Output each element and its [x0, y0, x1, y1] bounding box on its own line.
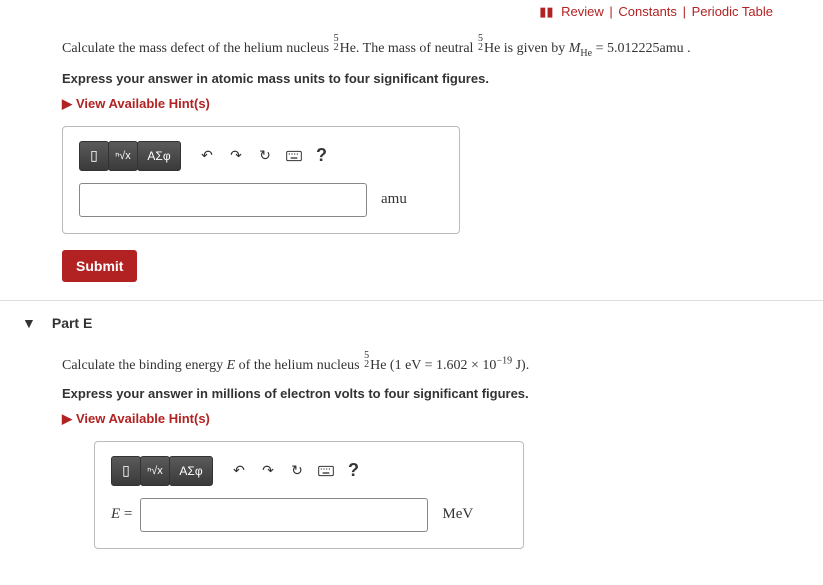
separator: | — [683, 4, 686, 19]
answer-box: ▯ ⁿ√x ΑΣφ ↶ ↷ ↻ ? amu — [62, 126, 460, 234]
greek-button[interactable]: ΑΣφ — [137, 141, 181, 171]
help-button[interactable]: ? — [316, 145, 327, 166]
keyboard-icon — [318, 463, 334, 479]
keyboard-button[interactable] — [279, 141, 309, 171]
sqrt-button[interactable]: ⁿ√x — [140, 456, 170, 486]
unit-label: amu — [381, 191, 407, 208]
part-e-header[interactable]: ▼Part E — [0, 300, 823, 345]
toolbar: ▯ ⁿ√x ΑΣφ ↶ ↷ ↻ ? — [111, 456, 507, 486]
hints-toggle[interactable]: ▶View Available Hint(s) — [62, 411, 823, 427]
periodic-link[interactable]: Periodic Table — [692, 4, 773, 19]
unit-label: MeV — [442, 506, 473, 523]
triangle-right-icon: ▶ — [62, 96, 72, 112]
keyboard-button[interactable] — [311, 456, 341, 486]
part-d: Calculate the mass defect of the helium … — [0, 34, 823, 282]
instruction: Express your answer in atomic mass units… — [62, 71, 823, 86]
reset-button[interactable]: ↻ — [250, 141, 280, 171]
flag-icon: ▮▮ — [539, 4, 553, 19]
input-row: amu — [79, 183, 443, 217]
redo-button[interactable]: ↷ — [253, 456, 283, 486]
question-prompt: Calculate the mass defect of the helium … — [62, 34, 823, 61]
part-e: Calculate the binding energy E of the he… — [0, 351, 823, 549]
toolbar: ▯ ⁿ√x ΑΣφ ↶ ↷ ↻ ? — [79, 141, 443, 171]
triangle-right-icon: ▶ — [62, 411, 72, 427]
templates-button[interactable]: ▯ — [111, 456, 141, 486]
undo-button[interactable]: ↶ — [192, 141, 222, 171]
redo-button[interactable]: ↷ — [221, 141, 251, 171]
caret-down-icon: ▼ — [22, 315, 36, 331]
top-links: ▮▮ Review | Constants | Periodic Table — [0, 0, 823, 28]
undo-button[interactable]: ↶ — [224, 456, 254, 486]
templates-button[interactable]: ▯ — [79, 141, 109, 171]
greek-button[interactable]: ΑΣφ — [169, 456, 213, 486]
sqrt-button[interactable]: ⁿ√x — [108, 141, 138, 171]
separator: | — [609, 4, 612, 19]
answer-input[interactable] — [79, 183, 367, 217]
reset-button[interactable]: ↻ — [282, 456, 312, 486]
question-prompt: Calculate the binding energy E of the he… — [62, 351, 823, 376]
input-row: E = MeV — [111, 498, 507, 532]
submit-button[interactable]: Submit — [62, 250, 137, 282]
variable-label: E = — [111, 506, 132, 523]
answer-input[interactable] — [140, 498, 428, 532]
answer-box: ▯ ⁿ√x ΑΣφ ↶ ↷ ↻ ? E = MeV — [94, 441, 524, 549]
help-button[interactable]: ? — [348, 460, 359, 481]
review-link[interactable]: Review — [561, 4, 604, 19]
keyboard-icon — [286, 148, 302, 164]
instruction: Express your answer in millions of elect… — [62, 386, 823, 401]
hints-toggle[interactable]: ▶View Available Hint(s) — [62, 96, 823, 112]
constants-link[interactable]: Constants — [618, 4, 677, 19]
